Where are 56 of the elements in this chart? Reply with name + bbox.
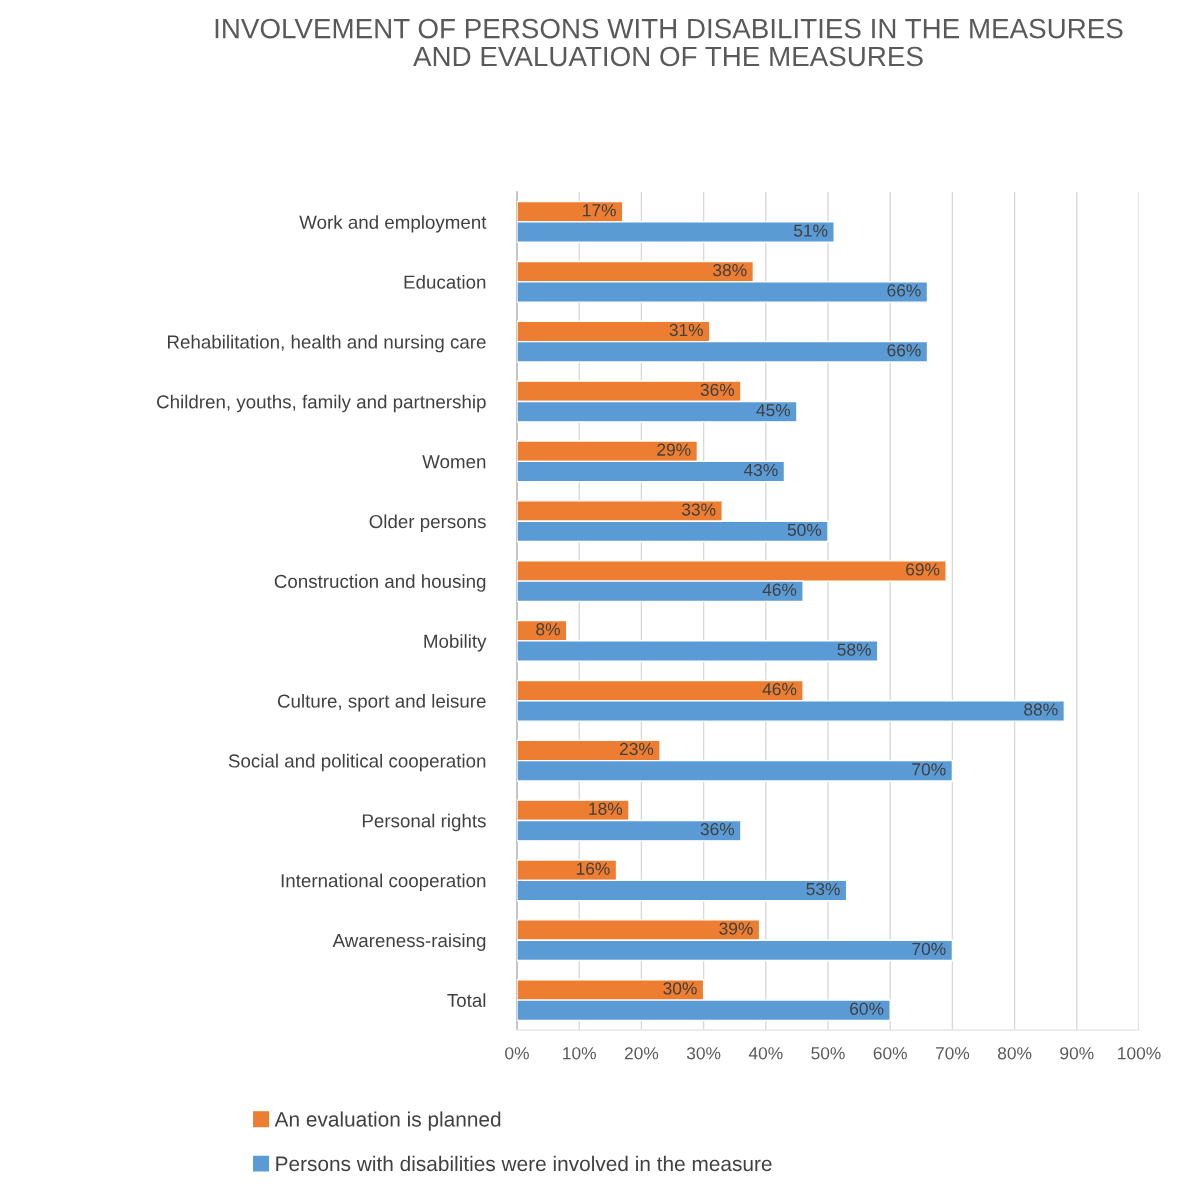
y-tick-label: Children, youths, family and partnership: [157, 394, 486, 413]
y-tick-label: International cooperation: [281, 873, 486, 892]
y-tick-label: Women: [422, 455, 486, 469]
data-label: 58%: [837, 643, 871, 656]
x-tick-label: 100%: [1118, 1047, 1161, 1060]
y-tick-label: Mobility: [424, 634, 487, 652]
data-label: 70%: [912, 763, 946, 776]
data-label: 53%: [806, 882, 840, 896]
data-label: 36%: [700, 383, 735, 396]
data-label: 46%: [762, 682, 797, 696]
data-label: 23%: [619, 742, 654, 756]
data-label: 60%: [850, 1002, 884, 1015]
y-tick-label: Total: [447, 993, 486, 1008]
x-tick-label: 30%: [686, 1047, 721, 1060]
data-label: 39%: [719, 922, 753, 935]
data-label: 46%: [762, 583, 797, 596]
data-label: 43%: [743, 463, 778, 477]
y-tick-label: Social and political cooperation: [228, 753, 486, 772]
data-label: 51%: [793, 224, 828, 237]
x-tick-label: 0%: [505, 1047, 529, 1060]
y-tick-label: Culture, sport and leisure: [277, 693, 486, 712]
x-tick-label: 60%: [873, 1047, 907, 1060]
data-label: 30%: [663, 982, 697, 995]
x-tick-label: 70%: [935, 1047, 970, 1060]
data-label: 69%: [906, 563, 940, 576]
data-label: 88%: [1024, 703, 1058, 716]
data-label: 8%: [536, 623, 560, 636]
data-label: 36%: [700, 823, 735, 836]
y-tick-label: Education: [404, 274, 486, 289]
legend-label: An evaluation is planned: [274, 1111, 501, 1131]
data-label: 31%: [669, 323, 703, 337]
data-label: 66%: [887, 344, 921, 357]
data-label: 38%: [713, 263, 747, 277]
data-label: 66%: [887, 284, 921, 297]
y-tick-label: Older persons: [369, 514, 486, 532]
data-label: 70%: [912, 942, 946, 956]
x-tick-label: 80%: [997, 1047, 1032, 1060]
data-label: 17%: [583, 204, 616, 217]
y-tick-label: Rehabilitation, health and nursing care: [168, 334, 486, 353]
y-tick-label: Awareness-raising: [332, 933, 486, 951]
x-tick-label: 10%: [563, 1047, 596, 1060]
legend-label: Persons with disabilities were involved in the measure: [276, 1155, 772, 1172]
x-tick-label: 90%: [1060, 1047, 1094, 1060]
data-label: 29%: [657, 443, 691, 456]
y-tick-label: Work and employment: [299, 215, 487, 233]
y-tick-label: Personal rights: [362, 813, 486, 832]
data-label: 50%: [787, 523, 822, 537]
data-label: 16%: [576, 862, 610, 875]
x-tick-label: 40%: [748, 1047, 783, 1060]
data-label: 33%: [681, 503, 716, 516]
chart-title: INVOLVEMENT OF PERSONS WITH DISABILITIES IN THE MEASURES AND EVALUATION OF THE MEASURES: [215, 18, 1123, 67]
x-tick-label: 20%: [624, 1047, 659, 1060]
y-tick-label: Construction and housing: [274, 574, 486, 592]
x-tick-label: 50%: [811, 1047, 845, 1060]
data-label: 45%: [756, 404, 791, 417]
data-label: 18%: [589, 802, 623, 815]
